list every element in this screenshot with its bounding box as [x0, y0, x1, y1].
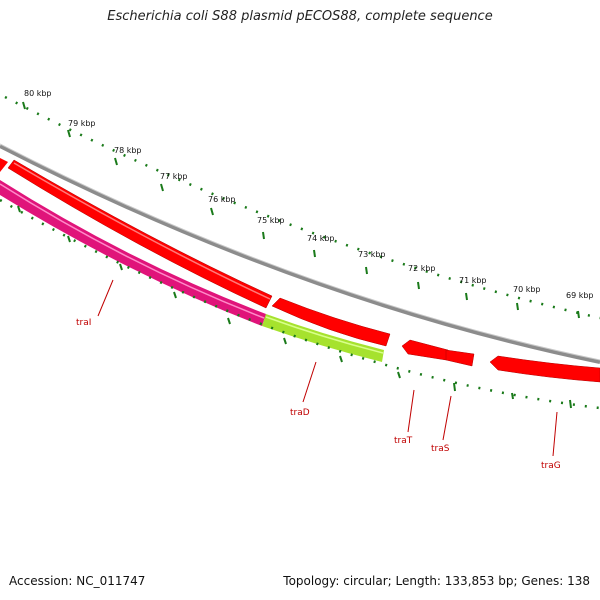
- kbp-label: 71 kbp: [459, 276, 487, 285]
- accession-text: Accession: NC_011747: [9, 574, 146, 588]
- gene-arrow: [0, 158, 8, 172]
- outer-scale-ticks: [22, 101, 580, 319]
- kbp-label: 72 kbp: [408, 264, 436, 273]
- gene-label-tra-s: traS: [431, 444, 450, 454]
- gene-label-tra-d: traD: [290, 408, 310, 418]
- kbp-label: 74 kbp: [307, 234, 335, 243]
- gene-leader-lines: [97, 279, 558, 457]
- forward-genes: [0, 158, 600, 383]
- backbone-line: [0, 144, 600, 364]
- kbp-labels: 80 kbp 79 kbp 78 kbp 77 kbp 76 kbp 75 kb…: [24, 89, 594, 300]
- gene-label-tra-g: traG: [541, 461, 561, 471]
- gene-labels: traI traD traT traS traG: [76, 318, 561, 471]
- kbp-label: 76 kbp: [208, 195, 236, 204]
- map-title: Escherichia coli S88 plasmid pECOS88, co…: [107, 9, 493, 24]
- kbp-label: 79 kbp: [68, 119, 96, 128]
- gene-arrow: [401, 339, 449, 361]
- gene-arrow: [445, 349, 475, 367]
- outer-scale-dots: [4, 95, 600, 320]
- gene-arrow: [489, 355, 600, 383]
- gene-label-tra-t: traT: [394, 436, 413, 446]
- kbp-label: 78 kbp: [114, 146, 142, 155]
- inner-scale-dots: [0, 198, 600, 410]
- summary-text: Topology: circular; Length: 133,853 bp; …: [283, 574, 590, 588]
- kbp-label: 69 kbp: [566, 291, 594, 300]
- kbp-label: 73 kbp: [358, 250, 386, 259]
- kbp-label: 77 kbp: [160, 172, 188, 181]
- inner-scale-ticks: [17, 205, 572, 409]
- kbp-label: 70 kbp: [513, 285, 541, 294]
- gene-label-tra-i: traI: [76, 318, 91, 328]
- gene-arrow: [271, 297, 391, 347]
- kbp-label: 80 kbp: [24, 89, 52, 98]
- gene-tra-i: [0, 180, 266, 326]
- kbp-label: 75 kbp: [257, 216, 285, 225]
